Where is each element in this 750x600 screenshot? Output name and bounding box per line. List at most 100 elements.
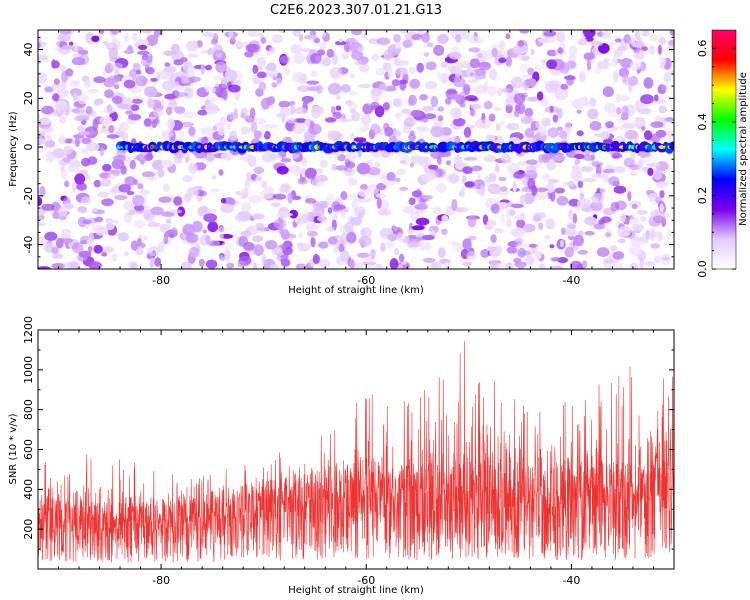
heatmap-cell <box>539 98 549 106</box>
heatmap-cell <box>398 79 408 85</box>
heatmap-cell <box>78 250 92 258</box>
heatmap-cell <box>297 177 308 185</box>
heatmap-cell <box>399 160 407 165</box>
heatmap-cell <box>500 186 508 192</box>
heatmap-cell <box>44 231 58 241</box>
heatmap-cell <box>385 240 395 249</box>
heatmap-cell <box>545 182 556 193</box>
heatmap-cell <box>111 253 118 262</box>
heatmap-cell <box>123 201 137 211</box>
heatmap-cell <box>535 187 548 193</box>
heatmap-cell <box>235 190 241 196</box>
heatmap-cell <box>112 219 119 224</box>
heatmap-cell <box>555 31 566 43</box>
heatmap-cell <box>53 78 60 85</box>
heatmap-cell <box>226 123 231 131</box>
heatmap-cell <box>576 109 582 114</box>
heatmap-cell <box>620 213 627 223</box>
heatmap-cell <box>219 233 224 239</box>
heatmap-cell <box>62 157 71 163</box>
heatmap-cell <box>393 247 400 256</box>
heatmap-cell <box>564 229 577 237</box>
heatmap-cell <box>629 262 639 269</box>
heatmap-cell <box>253 130 262 140</box>
heatmap-cell <box>77 131 90 136</box>
heatmap-cell <box>164 93 177 100</box>
heatmap-cell <box>110 62 123 71</box>
heatmap-cell <box>519 74 532 79</box>
heatmap-cell <box>625 217 630 225</box>
heatmap-cell <box>38 236 48 246</box>
heatmap-cell <box>487 245 497 252</box>
heatmap-cell <box>174 92 189 97</box>
heatmap-cell <box>349 258 355 269</box>
heatmap-cell <box>583 52 595 61</box>
heatmap-cell <box>463 156 478 161</box>
heatmap-cell <box>450 93 463 101</box>
heatmap-cell <box>489 260 499 269</box>
heatmap-cell <box>505 262 514 269</box>
heatmap-cell <box>454 65 462 78</box>
heatmap-cell <box>572 213 578 224</box>
heatmap-cell <box>41 203 55 211</box>
heatmap-cell <box>376 197 382 209</box>
heatmap-cell <box>505 208 511 220</box>
heatmap-cell <box>505 33 511 40</box>
heatmap-cell <box>292 123 306 134</box>
heatmap-cell <box>189 166 197 172</box>
heatmap-cell <box>455 34 462 43</box>
heatmap-cell <box>416 126 429 133</box>
heatmap-cell <box>516 218 526 229</box>
heatmap-cell <box>394 177 401 183</box>
heatmap-cell <box>253 166 265 175</box>
heatmap-cell <box>131 98 143 104</box>
heatmap-cell <box>45 151 55 163</box>
heatmap-cell <box>227 112 239 120</box>
heatmap-cell <box>654 255 661 264</box>
y-tick-label: 1200 <box>22 316 35 344</box>
heatmap-cell <box>483 100 493 110</box>
heatmap-cell <box>329 67 342 79</box>
heatmap-cell <box>477 174 481 179</box>
heatmap-cell <box>274 256 282 261</box>
heatmap-cell <box>600 130 610 140</box>
heatmap-cell <box>169 232 175 239</box>
heatmap-cell <box>55 102 64 112</box>
heatmap-cell <box>550 257 562 262</box>
heatmap-cell <box>406 229 415 234</box>
heatmap-cell <box>616 107 622 115</box>
heatmap-cell <box>360 227 372 238</box>
figure-title: C2E6.2023.307.01.21.G13 <box>270 3 442 18</box>
heatmap-cell <box>484 80 489 90</box>
heatmap-cell <box>183 111 196 119</box>
heatmap-cell <box>129 159 136 170</box>
heatmap-cell <box>74 137 80 147</box>
heatmap-cell <box>497 190 510 195</box>
heatmap-cell <box>309 213 315 224</box>
heatmap-cell <box>151 159 165 170</box>
heatmap-cell <box>166 218 172 225</box>
heatmap-cell <box>583 178 597 182</box>
heatmap-cell <box>564 122 572 132</box>
heatmap-cell <box>582 260 588 269</box>
heatmap-cell <box>343 41 351 53</box>
heatmap-cell <box>249 107 256 119</box>
heatmap-cell <box>77 206 88 213</box>
heatmap-cell <box>409 162 415 168</box>
heatmap-cell <box>557 47 564 54</box>
spectrogram-panel: -80 -60 -40 -40 -20 0 20 40 Height of straight … <box>8 29 675 296</box>
heatmap-cell <box>644 261 656 267</box>
heatmap-cell <box>498 176 507 182</box>
heatmap-cell <box>273 193 287 200</box>
heatmap-cell <box>647 167 654 176</box>
heatmap-cell <box>383 122 390 131</box>
heatmap-cell <box>335 40 347 46</box>
heatmap-cell <box>569 260 583 269</box>
colorbar-ticks: 0.0 0.2 0.4 0.6 <box>696 40 736 278</box>
x-tick-label: -40 <box>562 574 580 587</box>
heatmap-cell <box>663 72 671 83</box>
heatmap-cell <box>136 238 142 247</box>
heatmap-cell <box>523 192 535 205</box>
heatmap-cell <box>614 38 622 43</box>
spectrogram-frame <box>37 29 675 270</box>
